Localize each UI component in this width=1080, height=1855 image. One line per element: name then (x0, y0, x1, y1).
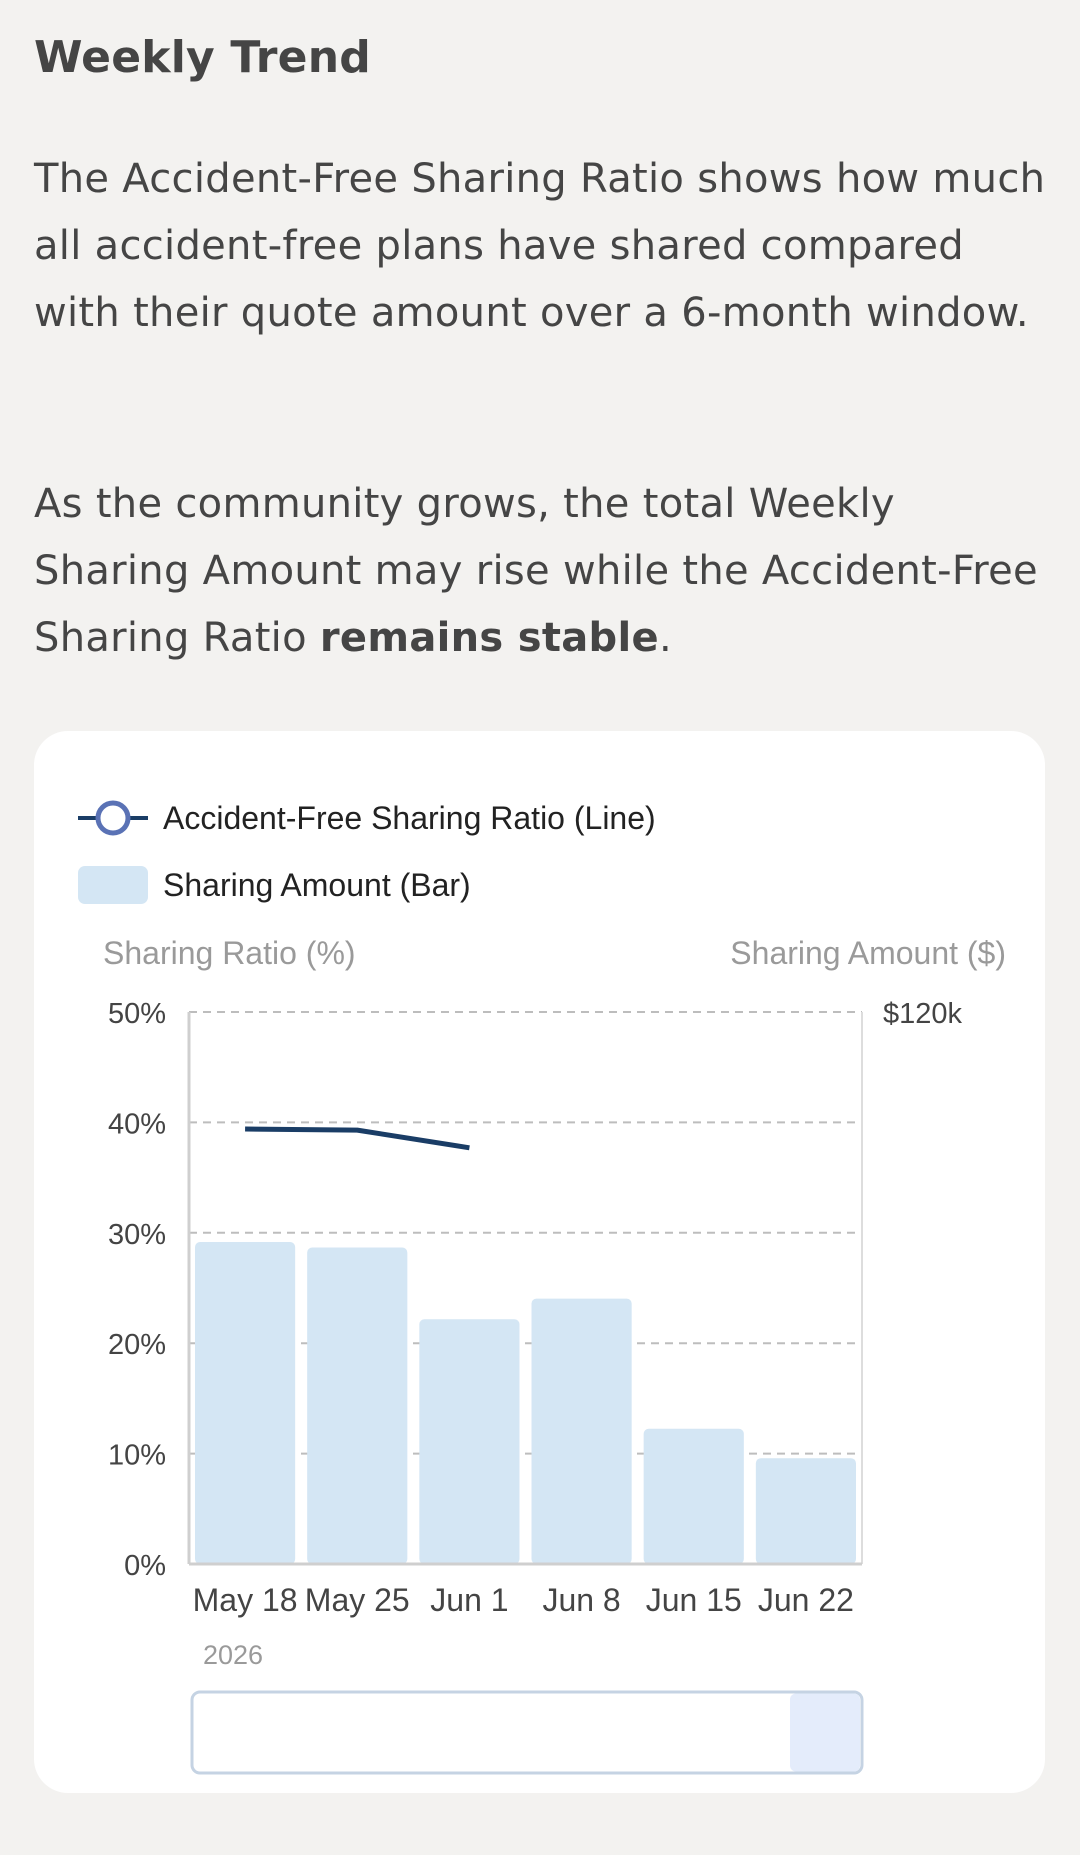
legend[interactable]: Accident-Free Sharing Ratio (Line) Shari… (78, 800, 656, 904)
left-tick-label: 10% (108, 1440, 166, 1472)
left-tick-label: 0% (124, 1550, 166, 1582)
community-paragraph: As the community grows, the total Weekly… (34, 471, 1054, 672)
bar (195, 1242, 296, 1564)
x-tick-label: Jun 15 (646, 1582, 742, 1618)
bar-series (195, 1242, 856, 1564)
section-title: Weekly Trend (34, 32, 371, 83)
zoom-slider-track[interactable] (190, 1690, 864, 1775)
x-tick-label: Jun 8 (542, 1582, 620, 1618)
left-tick-label: 40% (108, 1108, 166, 1140)
x-tick-label: Jun 1 (430, 1582, 508, 1618)
x-tick-label: May 25 (305, 1582, 410, 1618)
bar (531, 1298, 632, 1564)
x-axis-year-label: 2026 (203, 1640, 263, 1670)
x-tick-label: Jun 22 (758, 1582, 854, 1618)
legend-item-line[interactable]: Accident-Free Sharing Ratio (Line) (78, 800, 656, 836)
left-tick-label: 30% (108, 1219, 166, 1251)
x-axis-ticks: May 18 May 25 Jun 1 Jun 8 Jun 15 Jun 22 (193, 1582, 854, 1618)
zoom-slider-handle[interactable] (790, 1693, 860, 1772)
legend-line-label: Accident-Free Sharing Ratio (Line) (163, 800, 656, 836)
description-paragraph: The Accident-Free Sharing Ratio shows ho… (34, 156, 1046, 336)
weekly-trend-chart: Accident-Free Sharing Ratio (Line) Shari… (78, 800, 1006, 1775)
grid-lines (189, 1011, 862, 1455)
legend-bar-label: Sharing Amount (Bar) (163, 867, 471, 903)
bar (643, 1428, 744, 1564)
chart-card: Accident-Free Sharing Ratio (Line) Shari… (34, 731, 1045, 1793)
emphasis-remains-stable: remains stable (319, 615, 659, 661)
legend-bar-swatch (78, 866, 148, 904)
plot-frame (187, 1012, 863, 1566)
left-tick-label: 50% (108, 998, 166, 1030)
left-axis-title: Sharing Ratio (%) (103, 935, 356, 971)
legend-item-bar[interactable]: Sharing Amount (Bar) (78, 866, 471, 904)
right-tick-label: $120k (883, 998, 963, 1030)
right-axis-title: Sharing Amount ($) (730, 935, 1006, 971)
right-axis-ticks: $120k (883, 998, 963, 1030)
left-tick-label: 20% (108, 1329, 166, 1361)
community-paragraph-start: As the community grows, the total Weekly… (34, 481, 1038, 661)
legend-line-circle-icon (95, 800, 131, 836)
left-axis-ticks: 0% 10% 20% 30% 40% 50% (108, 998, 166, 1582)
x-tick-label: May 18 (193, 1582, 298, 1618)
ratio-line (245, 1126, 470, 1151)
line-series (245, 1126, 470, 1151)
bar (419, 1319, 520, 1564)
bar (307, 1247, 408, 1564)
zoom-slider[interactable] (190, 1690, 864, 1775)
bar (755, 1458, 856, 1564)
community-paragraph-end: . (658, 615, 672, 661)
